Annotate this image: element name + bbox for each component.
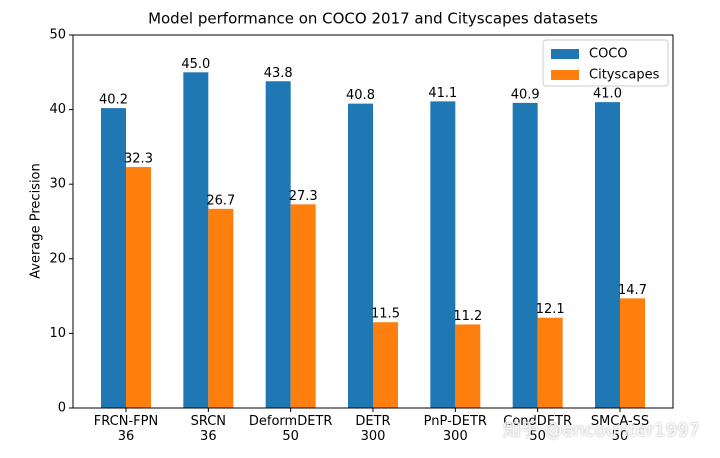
value-label: 40.8	[346, 88, 375, 103]
chart-title: Model performance on COCO 2017 and Citys…	[148, 10, 598, 28]
x-tick-label: DETR 300	[355, 414, 391, 444]
value-label: 14.7	[618, 283, 647, 298]
watermark: 知乎 @encounter1997	[502, 420, 700, 441]
value-label: 40.9	[511, 87, 540, 102]
y-axis-label: Average Precision	[29, 163, 44, 279]
bar	[430, 101, 456, 409]
bar	[620, 298, 645, 408]
value-label: 11.5	[371, 307, 400, 322]
value-label: 12.1	[536, 302, 565, 317]
y-tick-label: 20	[49, 251, 66, 266]
bar	[537, 317, 563, 408]
bar	[101, 108, 126, 408]
x-tick-label: SMCA-SS 50	[590, 414, 650, 444]
value-label: 26.7	[206, 193, 235, 208]
value-label: 45.0	[181, 57, 210, 72]
x-tick-label: PnP-DETR 300	[423, 414, 487, 444]
bar	[290, 204, 316, 408]
value-label: 41.0	[593, 87, 622, 102]
bar	[126, 167, 151, 408]
y-tick-label: 0	[58, 401, 66, 416]
bar	[373, 322, 398, 408]
bar	[455, 324, 481, 408]
value-label: 43.8	[264, 66, 293, 81]
plot-frame	[72, 34, 674, 409]
bar	[512, 102, 538, 409]
legend-label: Cityscapes	[589, 68, 660, 83]
legend-label: COCO	[589, 47, 628, 62]
bar	[348, 103, 373, 408]
x-tick-label: SRCN 36	[190, 414, 227, 444]
y-tick-label: 10	[49, 326, 66, 341]
y-tick-label: 40	[49, 102, 66, 117]
value-label: 41.1	[428, 86, 457, 101]
x-tick-label: DeformDETR 50	[248, 414, 333, 444]
value-label: 32.3	[124, 152, 153, 167]
bar	[183, 72, 209, 409]
bar	[265, 81, 291, 408]
x-tick-label: FRCN-FPN 36	[93, 414, 159, 444]
legend-swatch	[551, 49, 579, 59]
value-label: 11.2	[453, 309, 482, 324]
value-label: 27.3	[289, 189, 318, 204]
y-tick-label: 50	[49, 28, 66, 43]
y-tick-label: 30	[49, 177, 66, 192]
value-label: 40.2	[99, 93, 128, 108]
bar	[595, 102, 620, 408]
bar	[208, 208, 234, 408]
legend-swatch	[551, 70, 579, 80]
x-tick-label: CondDETR 50	[503, 414, 573, 444]
